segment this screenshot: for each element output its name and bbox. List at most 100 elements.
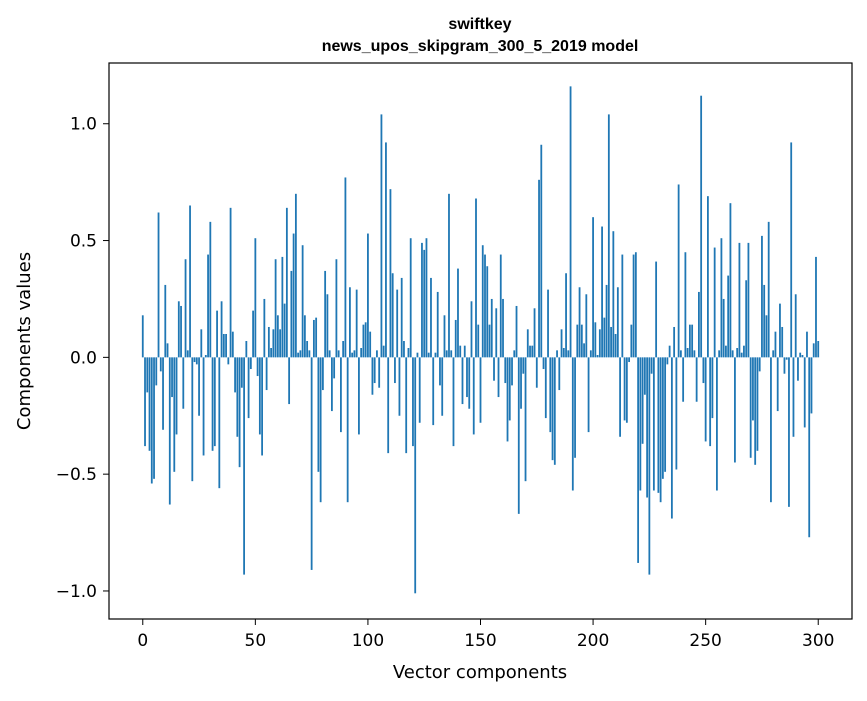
bar-component-183 bbox=[553, 357, 556, 465]
bar-component-152 bbox=[484, 254, 486, 358]
bar-component-265 bbox=[738, 242, 741, 358]
bar-component-134 bbox=[443, 315, 446, 358]
bar-component-216 bbox=[628, 357, 630, 363]
bar-component-83 bbox=[328, 350, 331, 358]
bar-component-264 bbox=[736, 348, 739, 358]
bar-component-97 bbox=[360, 348, 363, 358]
bar-component-49 bbox=[252, 310, 254, 358]
bar-component-32 bbox=[213, 357, 216, 447]
bar-component-195 bbox=[580, 324, 583, 358]
bar-component-90 bbox=[344, 177, 347, 358]
x-tick-label: 100 bbox=[352, 631, 384, 651]
bar-component-128 bbox=[430, 277, 432, 358]
bars-group bbox=[141, 86, 820, 594]
bar-component-275 bbox=[761, 235, 763, 358]
bar-component-255 bbox=[716, 357, 718, 491]
bar-component-277 bbox=[765, 315, 768, 358]
bar-component-110 bbox=[389, 189, 392, 358]
bar-component-106 bbox=[380, 114, 383, 358]
bar-component-245 bbox=[693, 350, 696, 358]
bar-component-109 bbox=[387, 357, 390, 454]
bar-component-292 bbox=[799, 352, 802, 358]
x-tick-label: 200 bbox=[577, 631, 609, 651]
bar-component-144 bbox=[466, 357, 468, 398]
y-axis-label: Components values bbox=[14, 252, 35, 430]
bar-component-77 bbox=[315, 317, 318, 358]
bar-component-207 bbox=[607, 114, 610, 358]
bar-component-6 bbox=[155, 357, 158, 386]
bar-component-282 bbox=[776, 357, 779, 412]
bar-component-188 bbox=[565, 273, 567, 358]
bar-component-135 bbox=[445, 350, 448, 358]
bar-component-95 bbox=[355, 289, 358, 358]
bar-component-66 bbox=[290, 270, 293, 358]
bar-component-38 bbox=[227, 357, 230, 365]
bar-component-215 bbox=[625, 357, 628, 423]
bar-component-167 bbox=[517, 357, 520, 514]
bar-component-163 bbox=[508, 357, 511, 421]
bar-component-145 bbox=[468, 357, 471, 409]
bar-component-206 bbox=[605, 284, 608, 358]
bar-component-54 bbox=[263, 298, 266, 358]
bar-component-63 bbox=[283, 303, 286, 358]
bar-component-126 bbox=[425, 238, 428, 358]
bar-component-55 bbox=[265, 357, 268, 391]
bar-component-151 bbox=[481, 245, 484, 358]
x-tick-label: 0 bbox=[137, 631, 148, 651]
bar-component-36 bbox=[222, 333, 225, 358]
bar-component-149 bbox=[477, 324, 480, 358]
x-axis-label: Vector components bbox=[393, 662, 567, 683]
bar-component-76 bbox=[312, 319, 315, 358]
bar-component-24 bbox=[195, 357, 198, 365]
bar-component-138 bbox=[452, 357, 455, 447]
bar-component-117 bbox=[405, 357, 408, 454]
y-tick-label: 0.5 bbox=[70, 232, 97, 252]
bar-component-73 bbox=[306, 341, 309, 358]
bar-component-101 bbox=[369, 331, 372, 358]
bar-component-67 bbox=[292, 233, 295, 358]
bar-component-174 bbox=[533, 308, 536, 358]
bar-component-22 bbox=[191, 357, 194, 482]
bar-component-59 bbox=[274, 259, 277, 358]
bar-component-68 bbox=[294, 193, 297, 358]
bar-component-105 bbox=[378, 357, 381, 388]
bar-component-270 bbox=[749, 357, 752, 458]
bar-component-75 bbox=[310, 357, 313, 570]
bar-component-94 bbox=[353, 350, 356, 358]
bar-component-227 bbox=[652, 357, 655, 491]
bar-component-5 bbox=[153, 357, 155, 479]
bar-component-86 bbox=[335, 259, 338, 358]
bar-component-259 bbox=[725, 345, 727, 358]
bar-component-185 bbox=[558, 357, 561, 391]
bar-component-150 bbox=[479, 357, 482, 423]
bar-component-232 bbox=[664, 357, 667, 472]
bar-component-168 bbox=[520, 357, 522, 409]
bar-component-247 bbox=[698, 291, 700, 358]
bar-component-123 bbox=[418, 357, 421, 423]
bar-component-210 bbox=[614, 333, 617, 358]
bar-component-161 bbox=[504, 357, 507, 384]
bar-component-147 bbox=[472, 357, 475, 435]
bar-component-46 bbox=[245, 341, 248, 358]
bar-component-127 bbox=[427, 352, 430, 358]
bar-component-45 bbox=[243, 357, 245, 575]
bar-component-100 bbox=[367, 233, 369, 358]
bar-component-0 bbox=[141, 315, 144, 358]
bar-component-295 bbox=[806, 331, 808, 358]
bar-component-64 bbox=[285, 207, 288, 358]
bar-component-239 bbox=[679, 350, 682, 358]
bar-component-241 bbox=[684, 252, 687, 358]
bar-component-141 bbox=[459, 345, 462, 358]
y-tick-label: 1.0 bbox=[70, 115, 97, 135]
bar-component-208 bbox=[610, 326, 612, 358]
x-axis-ticks: 0 50 100 150 200 250 300 bbox=[137, 619, 834, 651]
bar-component-96 bbox=[358, 357, 360, 435]
bar-component-272 bbox=[754, 357, 757, 465]
bar-component-104 bbox=[376, 350, 378, 358]
bar-component-182 bbox=[551, 357, 554, 461]
bar-component-294 bbox=[803, 357, 806, 428]
bar-component-234 bbox=[668, 345, 671, 358]
bar-component-209 bbox=[612, 231, 615, 358]
bar-component-139 bbox=[454, 319, 457, 358]
